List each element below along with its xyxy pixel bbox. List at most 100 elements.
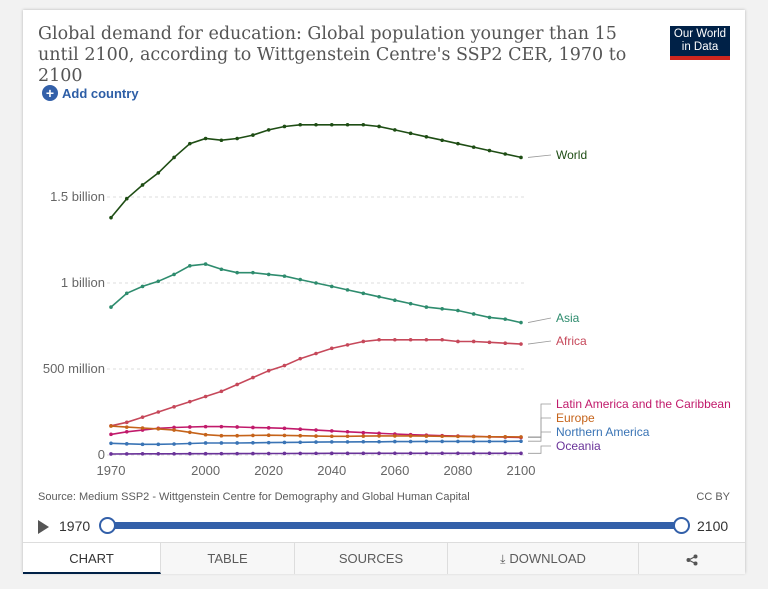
data-point [424,434,429,438]
data-point [503,451,508,456]
data-point [487,315,492,320]
data-point [235,382,239,387]
data-point [298,277,303,282]
add-country-button[interactable]: + Add country [42,85,139,101]
share-button[interactable] [639,543,745,574]
data-point [329,122,334,127]
data-point [361,439,366,444]
data-point [377,434,381,438]
x-tick-label: 2000 [191,463,220,478]
data-point [235,433,239,438]
tab-chart[interactable]: CHART [23,543,161,574]
data-point [345,343,350,347]
timeline-track[interactable] [107,522,681,529]
data-point [487,434,492,439]
data-point [408,301,413,306]
data-point [329,284,334,289]
data-point [203,424,208,429]
data-point [314,351,318,356]
play-icon[interactable] [38,520,49,534]
data-point [124,429,129,434]
data-point [172,428,176,432]
data-point [156,279,161,284]
timeline-end-handle[interactable] [673,517,690,534]
data-point [140,183,145,187]
data-point [282,433,287,438]
series-label: Northern America [556,425,650,439]
data-point [503,317,508,321]
data-point [440,451,444,456]
data-point [503,439,508,444]
tab-table[interactable]: TABLE [161,543,295,574]
data-point [266,433,271,438]
tab-download[interactable]: ⤓ DOWNLOAD [448,543,639,574]
x-tick-label: 2080 [443,463,472,478]
timeline-start-handle[interactable] [99,517,116,534]
data-point [140,415,145,419]
data-point [109,215,113,220]
data-point [188,141,192,146]
data-point [156,427,161,431]
data-point [503,341,508,346]
timeline-end-label: 2100 [697,518,729,534]
data-point [251,451,255,456]
data-point [345,440,350,444]
data-point [345,451,350,456]
data-point [188,451,192,456]
data-point [329,440,334,444]
data-point [282,274,287,278]
data-point [219,389,224,394]
label-connector [527,154,552,158]
data-point [471,451,476,456]
add-country-label: Add country [62,85,139,101]
data-point [424,305,429,309]
data-point [235,270,239,275]
owid-logo[interactable]: Our World in Data [670,26,730,60]
data-point [361,291,366,296]
share-icon [686,554,698,566]
logo-line-2: in Data [681,41,719,53]
data-point [487,340,492,345]
data-point [456,141,460,146]
data-point [124,452,129,456]
data-point [503,434,508,439]
data-point [235,441,239,445]
data-point [124,196,129,201]
data-point [377,337,381,342]
data-point [424,135,429,139]
data-point [440,337,444,342]
data-point [329,434,334,439]
data-point [519,320,523,325]
data-point [188,264,192,268]
data-point [266,128,271,132]
data-point [519,439,523,444]
data-point [172,451,176,456]
data-point [408,337,413,342]
label-connector [527,317,552,323]
y-tick-label: 1.5 billion [50,189,105,204]
data-point [251,440,255,445]
tab-sources[interactable]: SOURCES [295,543,448,574]
data-point [298,356,303,361]
series-label: Oceania [556,439,601,453]
license-link[interactable]: CC BY [696,491,730,503]
data-point [345,429,350,434]
data-point [519,451,523,456]
data-point [361,339,366,344]
data-point [471,312,476,316]
series-label: Africa [556,334,587,348]
data-point [282,426,287,431]
data-point [282,124,287,129]
data-point [456,434,460,439]
data-point [282,451,287,456]
label-connector [528,417,551,438]
data-point [393,439,397,444]
data-point [203,432,208,437]
data-point [456,439,460,444]
data-point [188,441,192,446]
data-point [172,425,176,430]
data-point [124,425,129,429]
data-point [456,308,460,313]
series-label: Latin America and the Caribbean [556,397,731,411]
x-tick-label: 2040 [317,463,346,478]
